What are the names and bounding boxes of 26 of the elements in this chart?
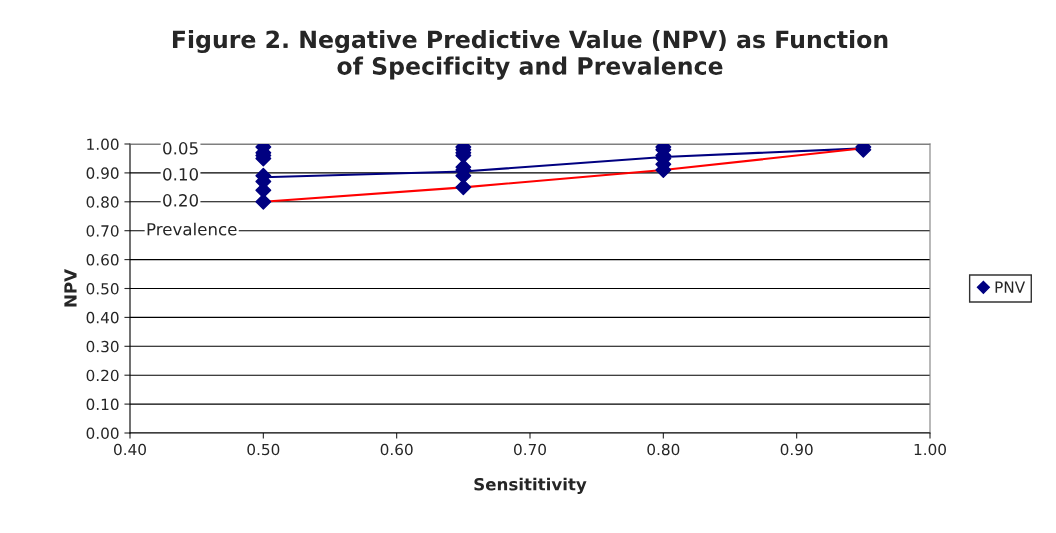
y-tick-label: 0.50 xyxy=(86,282,119,295)
chart-title: Figure 2. Negative Predictive Value (NPV) as Function of Specificity and Prevalence xyxy=(172,29,888,80)
y-tick-label: 0.90 xyxy=(86,167,119,179)
x-tick-label: 0.90 xyxy=(780,443,813,456)
y-tick-label: 1.00 xyxy=(87,138,119,151)
y-tick-label: 0.60 xyxy=(86,254,119,266)
annotation: 0.10 xyxy=(163,168,198,181)
y-tick-label: 0.20 xyxy=(86,369,119,382)
x-tick-label: 0.60 xyxy=(380,443,413,456)
y-axis-title: NPV xyxy=(64,269,77,307)
y-tick-label: 0.80 xyxy=(86,196,119,208)
y-tick-label: 0.40 xyxy=(86,311,119,324)
x-axis-title: Sensititivity xyxy=(474,477,587,494)
annotation: Prevalence xyxy=(147,222,237,236)
x-tick-label: 0.70 xyxy=(514,443,546,456)
y-tick-label: 0.70 xyxy=(86,225,119,237)
y-tick-label: 0.10 xyxy=(86,398,119,411)
annotation: 0.20 xyxy=(163,194,198,207)
legend-label: PNV xyxy=(995,281,1026,293)
x-tick-label: 1.00 xyxy=(914,443,946,456)
annotation: 0.05 xyxy=(163,142,198,155)
x-tick-label: 0.80 xyxy=(647,443,680,456)
y-tick-label: 0.30 xyxy=(86,340,119,353)
y-tick-label: 0.00 xyxy=(86,427,119,440)
x-tick-label: 0.50 xyxy=(247,443,280,456)
x-tick-label: 0.40 xyxy=(114,443,146,456)
